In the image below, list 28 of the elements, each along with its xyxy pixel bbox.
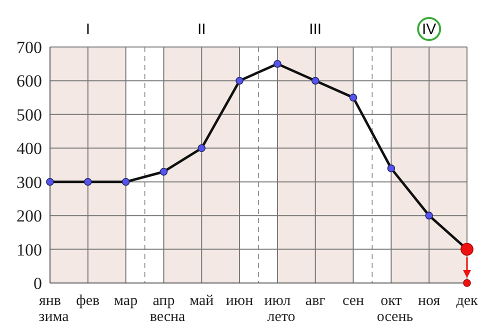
text: осень [376,309,414,325]
y-tick-label: 100 [16,240,42,260]
y-tick-label: 700 [16,38,42,57]
x-tick-label: авг [305,293,326,309]
x-tick-label: сен [342,293,364,309]
x-tick-label: июн [226,293,254,309]
x-tick-label: апр [152,293,175,309]
band-label: II [197,21,206,38]
x-tick-label: дек [456,293,478,309]
y-tick-label: 200 [16,206,42,226]
x-tick-label: июл [264,293,292,309]
x-tick-label: ноя [418,293,440,309]
x-tick-label: мар [114,293,138,309]
y-tick-label: 300 [16,172,42,192]
y-tick-label: 500 [16,105,42,124]
band-label: III [309,21,322,38]
x-tick-label: янв [38,293,62,309]
text: лето [267,309,296,325]
text: весна [150,309,186,325]
x-tick-label: май [190,293,214,309]
y-tick-label: 600 [16,72,42,91]
band-label: I [86,21,90,38]
y-tick-label: 400 [16,139,42,158]
band-label: IV [422,21,436,38]
y-tick-label: 0 [34,274,42,293]
x-tick-label: окт [380,293,402,309]
x-tick-label: фев [76,293,100,309]
text: зима [38,309,70,325]
